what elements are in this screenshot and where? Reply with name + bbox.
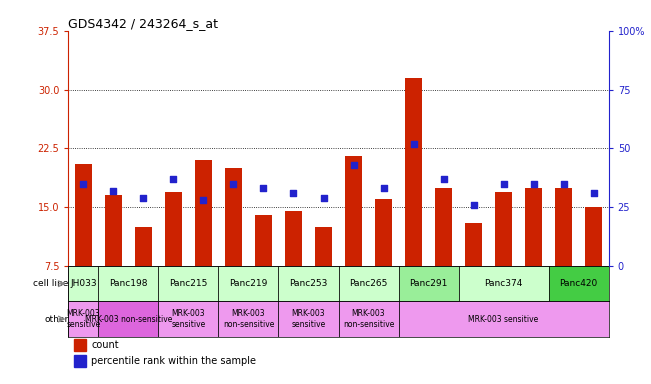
Bar	[345, 156, 362, 266]
Bar	[398, 301, 609, 337]
Bar	[135, 227, 152, 266]
Bar	[398, 266, 458, 301]
Bar	[585, 207, 602, 266]
Text: Panc420: Panc420	[560, 279, 598, 288]
Bar	[158, 266, 219, 301]
Bar	[549, 266, 609, 301]
Bar	[375, 199, 392, 266]
Bar	[98, 266, 158, 301]
Text: percentile rank within the sample: percentile rank within the sample	[91, 356, 256, 366]
Text: MRK-003
non-sensitive: MRK-003 non-sensitive	[223, 310, 274, 329]
Bar	[465, 223, 482, 266]
Point	[198, 197, 208, 203]
Bar	[279, 301, 339, 337]
Text: count: count	[91, 340, 118, 350]
Point	[378, 185, 389, 192]
Bar	[68, 266, 98, 301]
Point	[318, 195, 329, 201]
Text: MRK-003
sensitive: MRK-003 sensitive	[66, 310, 100, 329]
Bar	[555, 188, 572, 266]
Bar	[219, 301, 279, 337]
Point	[229, 180, 239, 187]
Text: Panc215: Panc215	[169, 279, 208, 288]
Point	[108, 188, 118, 194]
Point	[438, 176, 449, 182]
Point	[78, 180, 89, 187]
Text: MRK-003
non-sensitive: MRK-003 non-sensitive	[343, 310, 395, 329]
Point	[499, 180, 509, 187]
Bar	[98, 301, 158, 337]
Text: Panc219: Panc219	[229, 279, 268, 288]
Point	[138, 195, 148, 201]
Bar	[158, 301, 219, 337]
Text: Panc198: Panc198	[109, 279, 148, 288]
Bar	[74, 339, 86, 351]
Text: MRK-003 sensitive: MRK-003 sensitive	[469, 314, 539, 324]
Text: cell line: cell line	[33, 279, 68, 288]
Point	[559, 180, 569, 187]
Bar	[105, 195, 122, 266]
Bar	[406, 78, 422, 266]
Text: Panc291: Panc291	[409, 279, 448, 288]
Text: MRK-003 non-sensitive: MRK-003 non-sensitive	[85, 314, 172, 324]
Point	[469, 202, 479, 208]
Bar	[219, 266, 279, 301]
Text: Panc253: Panc253	[289, 279, 327, 288]
Bar	[255, 215, 271, 266]
Point	[348, 162, 359, 168]
Bar	[495, 192, 512, 266]
Point	[408, 141, 419, 147]
Point	[589, 190, 599, 196]
Bar	[165, 192, 182, 266]
Bar	[458, 266, 549, 301]
Bar	[279, 266, 339, 301]
Bar	[339, 301, 398, 337]
Point	[529, 180, 539, 187]
Bar	[315, 227, 332, 266]
Bar	[75, 164, 92, 266]
Bar	[74, 355, 86, 367]
Text: Panc265: Panc265	[350, 279, 388, 288]
Text: JH033: JH033	[70, 279, 97, 288]
Text: Panc374: Panc374	[484, 279, 523, 288]
Point	[258, 185, 269, 192]
Bar	[195, 160, 212, 266]
Text: GDS4342 / 243264_s_at: GDS4342 / 243264_s_at	[68, 17, 218, 30]
Text: other: other	[44, 314, 68, 324]
Bar	[525, 188, 542, 266]
Text: MRK-003
sensitive: MRK-003 sensitive	[171, 310, 206, 329]
Bar	[225, 168, 242, 266]
Bar	[339, 266, 398, 301]
Text: MRK-003
sensitive: MRK-003 sensitive	[292, 310, 326, 329]
Point	[168, 176, 178, 182]
Bar	[285, 211, 302, 266]
Point	[288, 190, 299, 196]
Bar	[436, 188, 452, 266]
Bar	[68, 301, 98, 337]
